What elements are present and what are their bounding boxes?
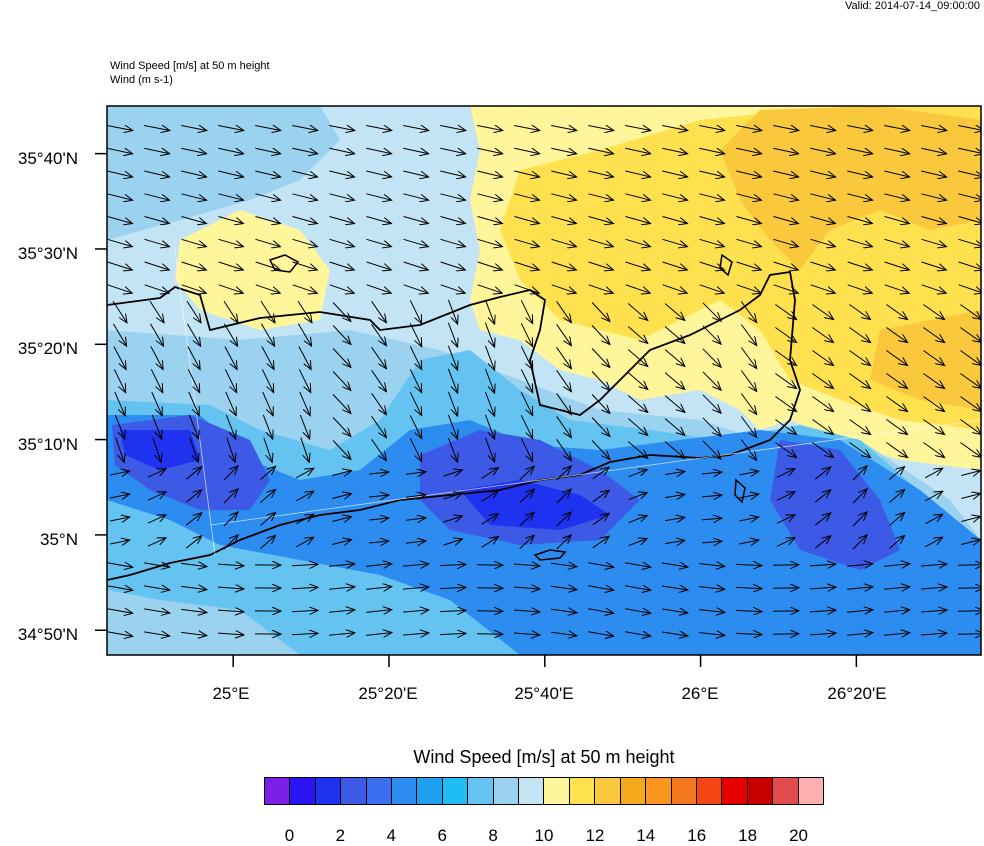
colorbar-swatch xyxy=(672,778,697,804)
lon-label: 26°E xyxy=(640,684,760,704)
lat-label: 35°20'N xyxy=(0,339,78,359)
wind-arrow xyxy=(773,565,799,566)
wind-arrow xyxy=(958,565,984,566)
colorbar-tick-label: 6 xyxy=(422,826,462,846)
colorbar-swatch xyxy=(799,778,823,804)
lat-label: 35°40'N xyxy=(0,149,78,169)
colorbar-swatch xyxy=(519,778,544,804)
colorbar-swatch xyxy=(570,778,595,804)
wind-arrow xyxy=(958,588,984,589)
lon-label: 25°E xyxy=(171,684,291,704)
wind-arrow xyxy=(773,611,799,612)
colorbar-swatch xyxy=(494,778,519,804)
colorbar-tick-label: 10 xyxy=(524,826,564,846)
colorbar-tick-label: 12 xyxy=(575,826,615,846)
colorbar-tick-label: 20 xyxy=(779,826,819,846)
colorbar-swatch xyxy=(544,778,569,804)
lat-label: 35°10'N xyxy=(0,435,78,455)
colorbar-swatch xyxy=(417,778,442,804)
colorbar-swatch xyxy=(290,778,315,804)
colorbar-tick-label: 16 xyxy=(677,826,717,846)
colorbar-swatch xyxy=(443,778,468,804)
wind-arrow xyxy=(773,588,799,589)
wind-arrow xyxy=(958,611,984,612)
lat-label: 35°30'N xyxy=(0,244,78,264)
colorbar-swatch xyxy=(367,778,392,804)
colorbar-swatch xyxy=(646,778,671,804)
colorbar-swatch xyxy=(392,778,417,804)
colorbar-swatch xyxy=(595,778,620,804)
colorbar-swatch xyxy=(468,778,493,804)
colorbar xyxy=(264,777,824,805)
wind-arrow xyxy=(958,634,984,635)
lon-label: 26°20'E xyxy=(797,684,917,704)
colorbar-tick-label: 2 xyxy=(320,826,360,846)
lon-label: 25°20'E xyxy=(328,684,448,704)
colorbar-tick-label: 0 xyxy=(269,826,309,846)
lat-label: 34°50'N xyxy=(0,625,78,645)
lon-label: 25°40'E xyxy=(484,684,604,704)
colorbar-title: Wind Speed [m/s] at 50 m height xyxy=(264,747,824,768)
colorbar-swatch xyxy=(265,778,290,804)
colorbar-tick-label: 8 xyxy=(473,826,513,846)
colorbar-swatch xyxy=(341,778,366,804)
colorbar-swatch xyxy=(316,778,341,804)
lat-label: 35°N xyxy=(0,530,78,550)
colorbar-swatch xyxy=(773,778,798,804)
colorbar-swatch xyxy=(697,778,722,804)
colorbar-swatch xyxy=(722,778,747,804)
colorbar-tick-label: 14 xyxy=(626,826,666,846)
wind-arrow xyxy=(773,634,799,635)
colorbar-tick-label: 4 xyxy=(371,826,411,846)
colorbar-tick-label: 18 xyxy=(728,826,768,846)
colorbar-swatch xyxy=(621,778,646,804)
colorbar-swatch xyxy=(748,778,773,804)
